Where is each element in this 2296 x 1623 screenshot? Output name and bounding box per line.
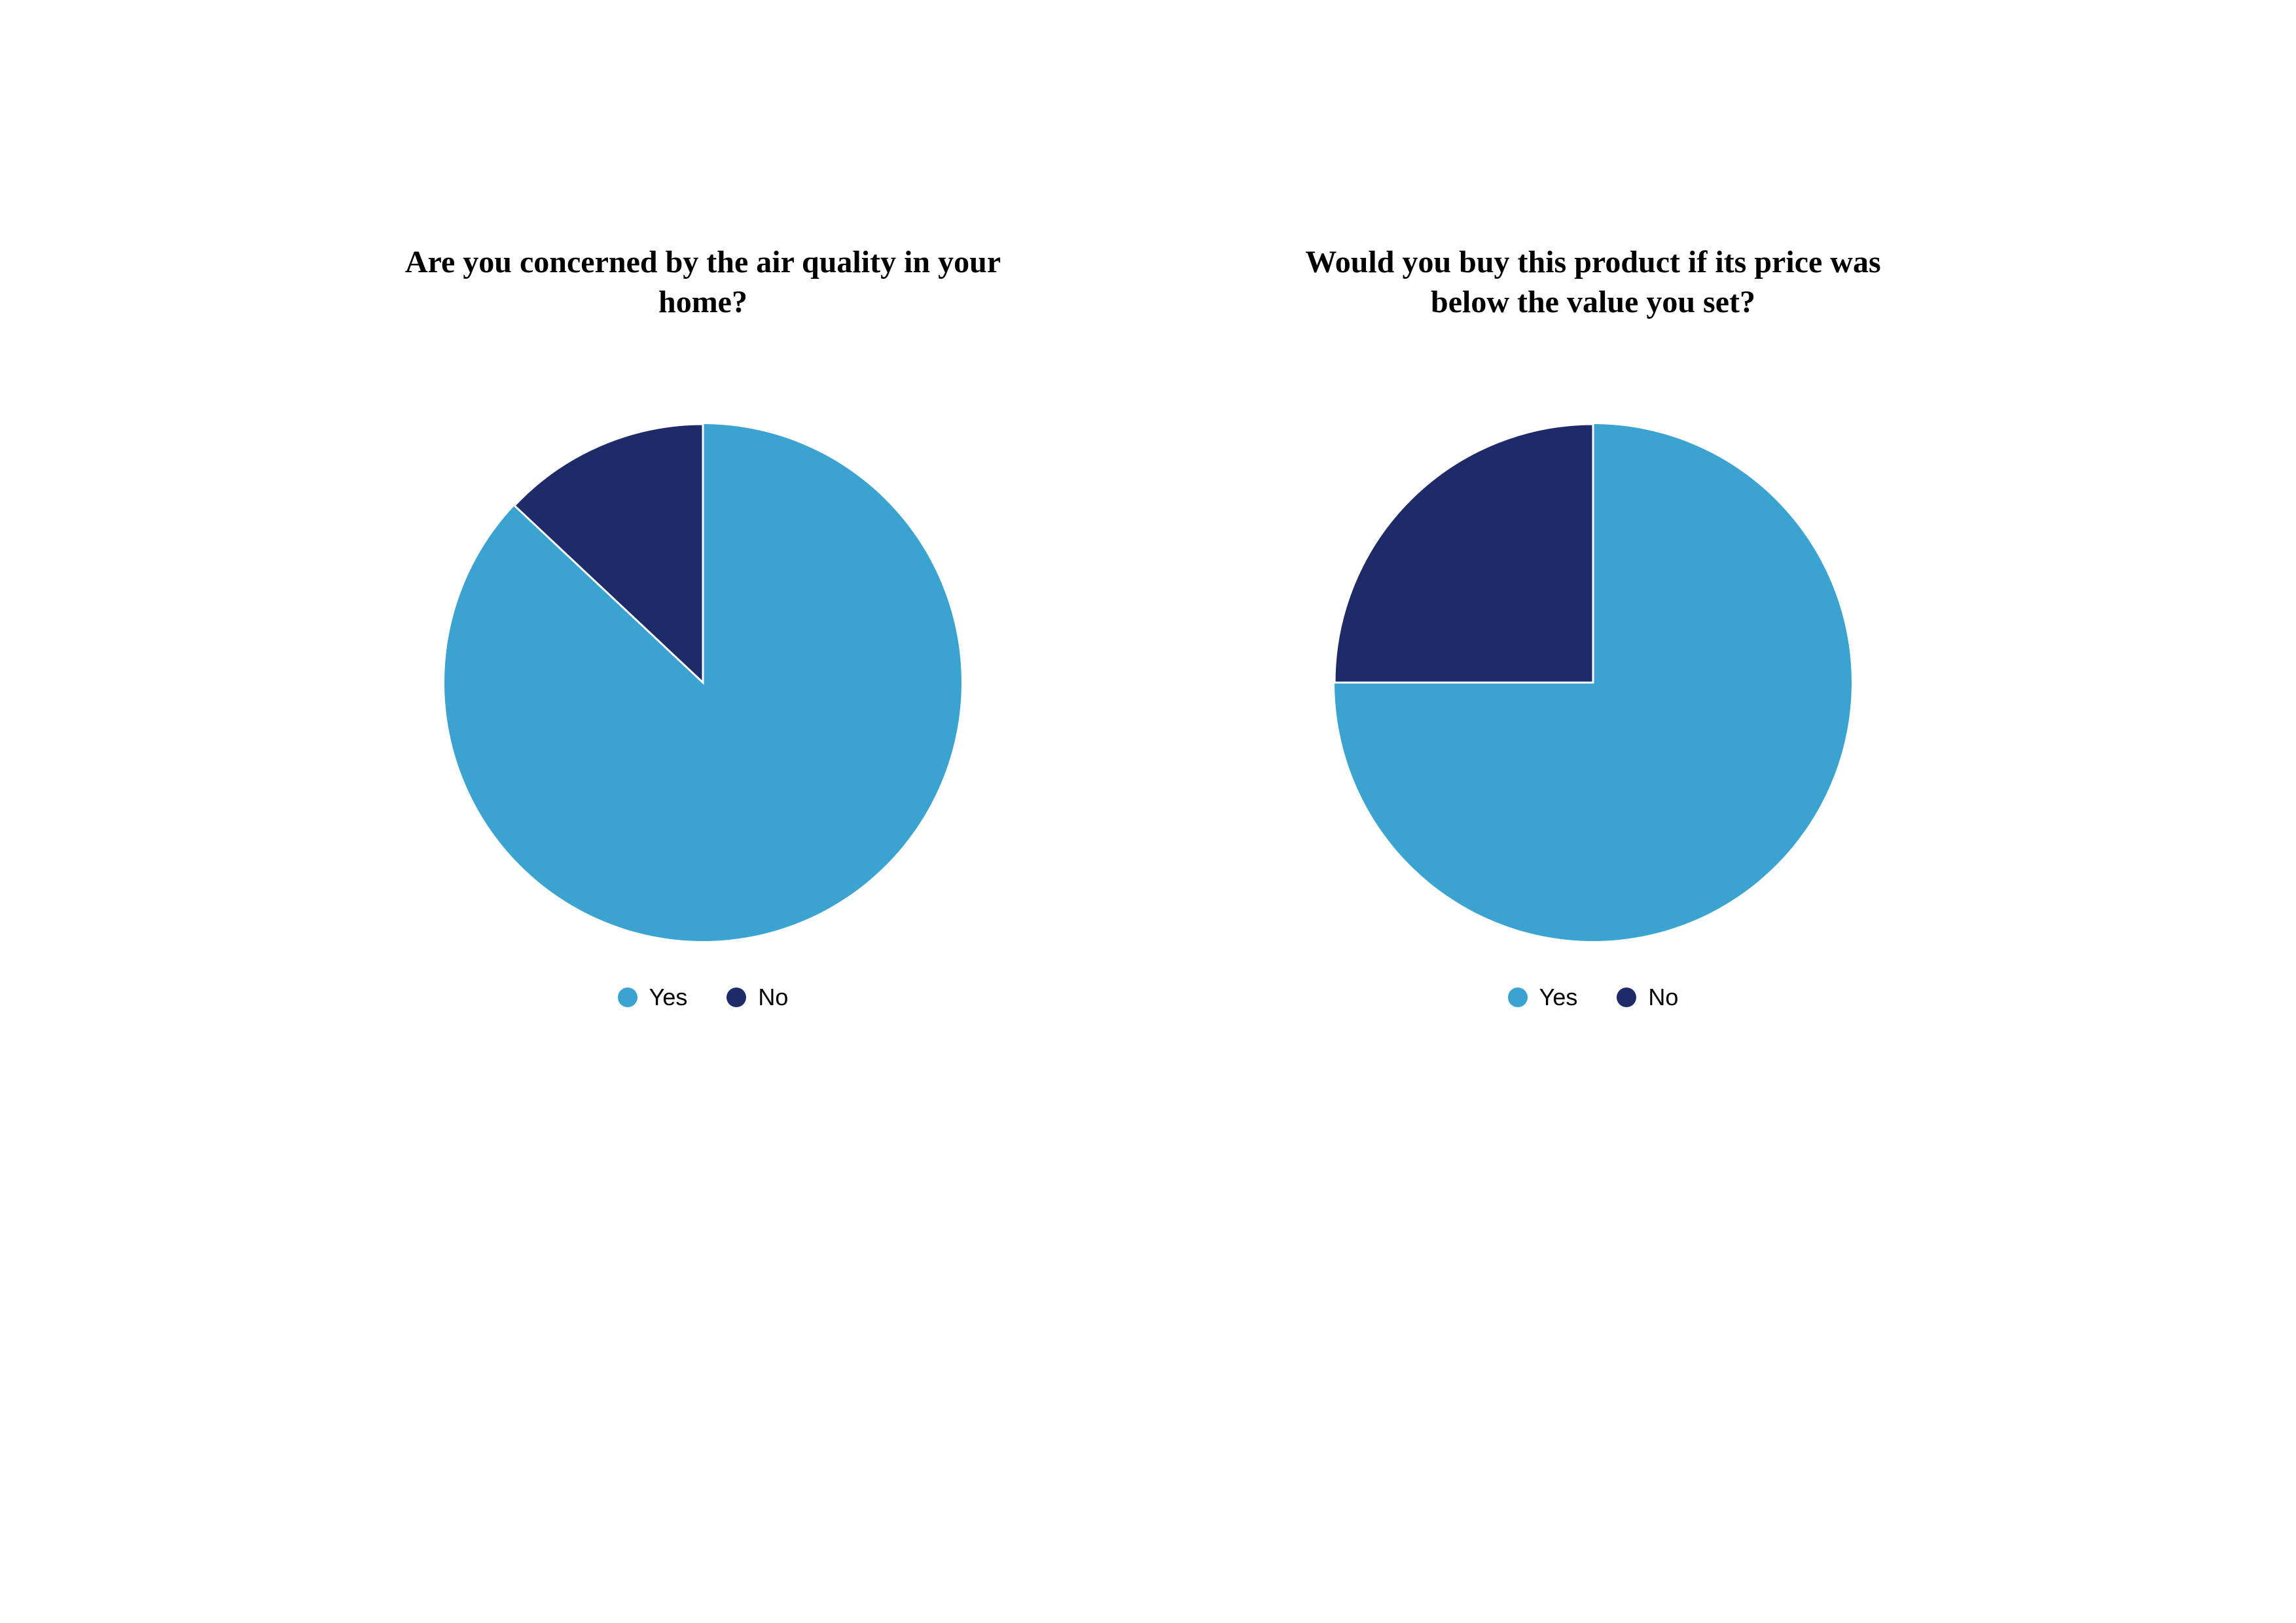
legend: Yes No <box>1508 984 1679 1011</box>
legend: Yes No <box>618 984 789 1011</box>
chart-title: Would you buy this product if its price … <box>1266 242 1920 323</box>
legend-swatch <box>726 988 746 1007</box>
legend-swatch <box>618 988 637 1007</box>
legend-swatch <box>1617 988 1636 1007</box>
legend-swatch <box>1508 988 1528 1007</box>
legend-item-no: No <box>1617 984 1678 1011</box>
pie-slices <box>1335 424 1852 941</box>
legend-item-no: No <box>726 984 788 1011</box>
legend-label: Yes <box>1539 984 1578 1011</box>
pie-slices <box>444 424 961 941</box>
page: Are you concerned by the air quality in … <box>0 0 2296 1623</box>
charts-row: Are you concerned by the air quality in … <box>343 242 1953 1011</box>
pie-slice-no <box>1335 424 1593 683</box>
legend-label: Yes <box>649 984 688 1011</box>
chart-title: Are you concerned by the air quality in … <box>376 242 1030 323</box>
legend-item-yes: Yes <box>1508 984 1578 1011</box>
pie-chart <box>1331 421 1855 944</box>
legend-label: No <box>1648 984 1678 1011</box>
chart-block-buy-product: Would you buy this product if its price … <box>1233 242 1953 1011</box>
chart-block-air-quality: Are you concerned by the air quality in … <box>343 242 1063 1011</box>
legend-item-yes: Yes <box>618 984 688 1011</box>
legend-label: No <box>758 984 788 1011</box>
pie-chart <box>441 421 965 944</box>
